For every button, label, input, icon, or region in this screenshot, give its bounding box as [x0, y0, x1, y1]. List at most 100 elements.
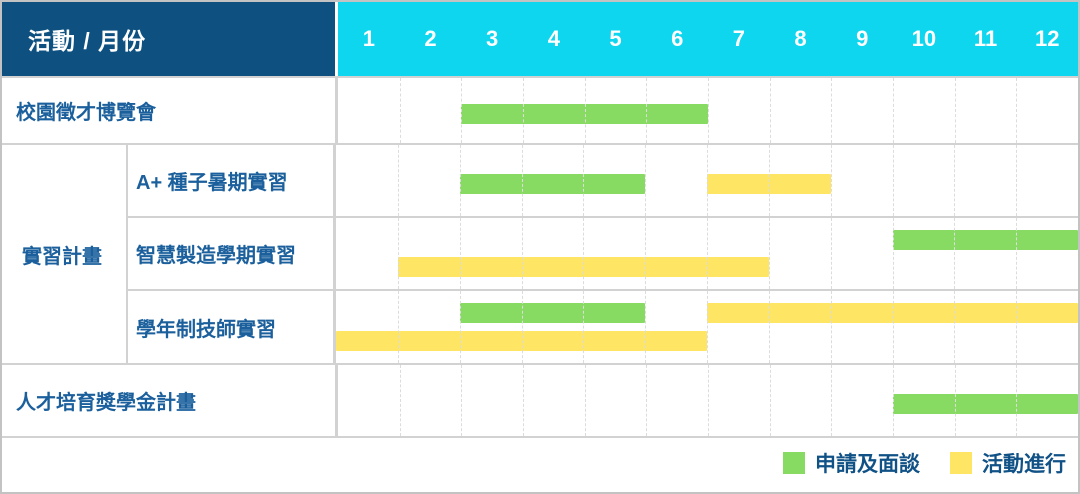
bar-apply [893, 393, 1078, 414]
legend-label: 申請及面談 [815, 453, 920, 476]
month-gridline [1016, 78, 1018, 143]
legend-item-activity: 活動進行 [950, 448, 1066, 478]
month-gridline [954, 218, 956, 289]
month-gridline [584, 365, 586, 436]
month-gridline [583, 291, 585, 363]
month-header-4: 4 [547, 26, 560, 51]
row-chart-area [336, 291, 1078, 363]
month-gridline [893, 78, 894, 143]
group-body: A+ 種子暑期實習 智慧製造學期實習 學年制技師實習 [128, 145, 1078, 363]
corner-header: 活動 / 月份 [2, 2, 338, 76]
month-gridline [954, 365, 956, 436]
row-label: 智慧製造學期實習 [128, 218, 336, 289]
month-gridline [707, 291, 708, 363]
apply-color-swatch [783, 452, 805, 474]
month-gridline [399, 78, 401, 143]
month-gridline [523, 78, 524, 143]
month-header-7: 7 [732, 26, 745, 51]
row-label: 校園徵才博覽會 [2, 78, 338, 143]
month-header-5: 5 [609, 26, 622, 51]
month-gridline [461, 78, 463, 143]
month-gridline [521, 145, 523, 216]
month-gridline [830, 145, 832, 216]
month-gridline [397, 145, 399, 216]
month-gridline [1016, 218, 1018, 289]
month-header-6: 6 [671, 26, 684, 51]
table-header-row: 活動 / 月份 1 2 3 4 5 6 7 8 9 10 11 12 [2, 2, 1078, 78]
month-gridline [397, 218, 399, 289]
month-gridline [769, 78, 771, 143]
month-gridline [769, 365, 771, 436]
row-chart-area [336, 218, 1078, 289]
month-gridline [459, 145, 461, 216]
row-chart-area [336, 145, 1078, 216]
month-header-2: 2 [424, 26, 437, 51]
month-gridline [1016, 291, 1018, 363]
table-row-aplus-summer: A+ 種子暑期實習 [128, 145, 1078, 218]
month-header-9: 9 [856, 26, 869, 51]
month-gridline [954, 145, 956, 216]
month-gridline [954, 291, 956, 363]
legend-label: 活動進行 [982, 453, 1066, 476]
month-gridline [954, 78, 956, 143]
month-gridline [893, 365, 894, 436]
table-row-year-technician: 學年制技師實習 [128, 291, 1078, 363]
month-header-3: 3 [486, 26, 499, 51]
month-gridline [397, 291, 399, 363]
month-gridline [831, 78, 833, 143]
month-gridline [646, 365, 648, 436]
group-row-internship: 實習計畫 A+ 種子暑期實習 智慧製造學期實習 學年制技師實習 [2, 145, 1078, 365]
month-gridline [645, 145, 647, 216]
bar-apply [459, 303, 646, 323]
row-chart-area [338, 365, 1078, 436]
month-gridline [892, 218, 894, 289]
month-gridline [459, 218, 461, 289]
month-gridline [645, 291, 647, 363]
month-gridline [645, 218, 647, 289]
row-label: 人才培育獎學金計畫 [2, 365, 338, 436]
month-gridline [708, 78, 709, 143]
table-row-campus-fair: 校園徵才博覽會 [2, 78, 1078, 145]
month-gridline [523, 365, 524, 436]
month-header-11: 11 [973, 26, 998, 51]
month-gridline [768, 145, 770, 216]
group-label: 實習計畫 [2, 145, 128, 363]
month-gridline [461, 365, 463, 436]
month-header-10: 10 [911, 26, 937, 51]
month-header-12: 12 [1034, 26, 1060, 51]
month-gridline [707, 218, 708, 289]
month-gridline [768, 291, 770, 363]
month-header-strip: 1 2 3 4 5 6 7 8 9 10 11 12 [338, 2, 1078, 76]
month-gridline [583, 145, 585, 216]
month-header-8: 8 [794, 26, 807, 51]
month-gridline [459, 291, 461, 363]
month-gridline [521, 218, 523, 289]
legend: 申請及面談 活動進行 [2, 438, 1078, 488]
month-header-1: 1 [362, 26, 375, 51]
month-gridline [583, 218, 585, 289]
month-gridline [584, 78, 586, 143]
legend-item-apply: 申請及面談 [783, 448, 920, 478]
row-chart-area [338, 78, 1078, 143]
month-gridline [831, 365, 833, 436]
month-gridline [521, 291, 523, 363]
month-gridline [1016, 145, 1018, 216]
month-gridline [892, 291, 894, 363]
month-gridline [1016, 365, 1018, 436]
row-label: 學年制技師實習 [128, 291, 336, 363]
bar-apply [892, 230, 1078, 250]
month-gridline [646, 78, 648, 143]
row-label: A+ 種子暑期實習 [128, 145, 336, 216]
month-gridline [830, 291, 832, 363]
month-gridline [708, 365, 709, 436]
month-gridline [768, 218, 770, 289]
month-gridline [892, 145, 894, 216]
month-gridline [399, 365, 401, 436]
table-row-scholarship: 人才培育獎學金計畫 [2, 365, 1078, 438]
activity-color-swatch [950, 452, 972, 474]
table-row-smart-mfg-semester: 智慧製造學期實習 [128, 218, 1078, 291]
bar-apply [459, 173, 646, 194]
month-gridline [830, 218, 832, 289]
month-gridline [707, 145, 708, 216]
